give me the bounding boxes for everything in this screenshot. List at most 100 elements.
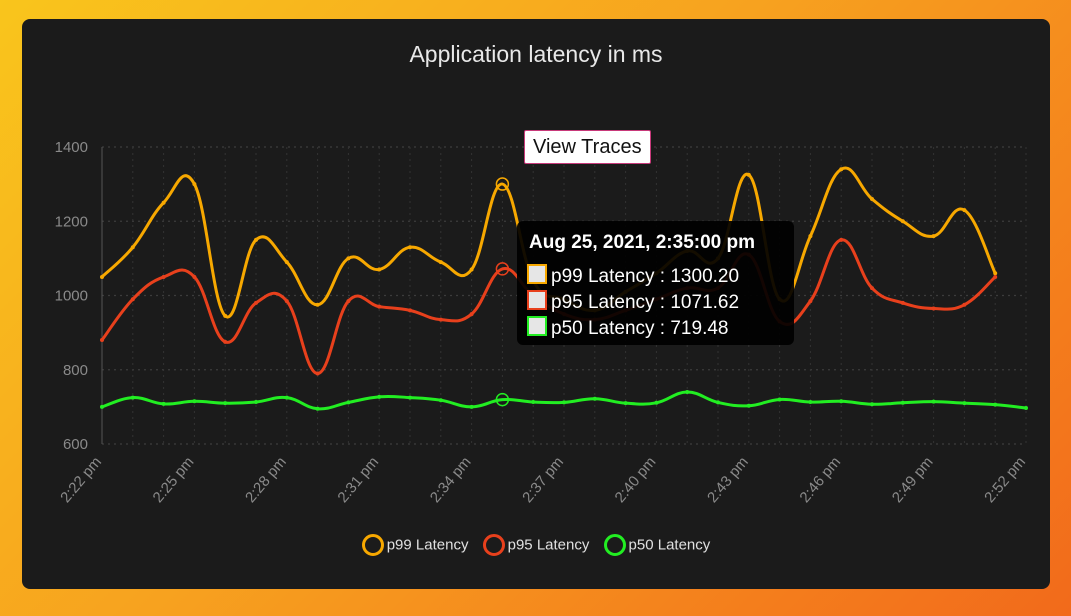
hover-point: [495, 177, 510, 191]
data-point: [870, 286, 874, 291]
data-point: [469, 404, 474, 409]
x-tick-label: 2:43 pm: [704, 454, 752, 506]
data-point: [223, 401, 228, 406]
data-point: [1024, 405, 1028, 410]
tooltip-row-label: p99 Latency : 1300.20: [551, 266, 740, 287]
x-tick-label: 2:28 pm: [242, 454, 290, 506]
view-traces-button[interactable]: View Traces: [524, 130, 651, 164]
y-tick-label: 1000: [55, 288, 88, 305]
data-point: [962, 401, 967, 406]
data-point: [192, 274, 197, 279]
y-tick-label: 600: [63, 436, 88, 453]
data-point: [223, 313, 228, 318]
data-point: [839, 237, 844, 242]
data-point: [808, 234, 813, 239]
data-point: [962, 208, 967, 213]
legend-label: p99 Latency: [386, 536, 469, 554]
legend-item-p95[interactable]: p95 Latency: [482, 534, 589, 556]
data-point: [438, 260, 443, 265]
data-point: [100, 274, 104, 279]
p95-swatch: [527, 290, 547, 310]
data-point: [284, 395, 289, 400]
y-tick-label: 1200: [55, 213, 88, 230]
hover-point: [495, 392, 510, 407]
data-point: [469, 312, 474, 317]
data-point: [993, 274, 998, 279]
data-point: [808, 400, 813, 405]
data-point: [777, 397, 782, 402]
data-point: [931, 306, 936, 311]
legend-item-p99[interactable]: p99 Latency: [361, 534, 469, 556]
legend-circle-icon: [361, 534, 384, 556]
hover-point: [495, 262, 510, 276]
data-point: [685, 390, 690, 395]
data-point: [839, 399, 844, 404]
x-tick-label: 2:25 pm: [150, 454, 198, 506]
x-tick-label: 2:37 pm: [519, 454, 567, 506]
data-point: [130, 245, 135, 250]
x-tick-label: 2:22 pm: [57, 454, 105, 506]
data-point: [315, 302, 320, 307]
data-point: [161, 274, 166, 279]
tooltip-row-p99: p99 Latency : 1300.20: [527, 264, 739, 288]
y-tick-label: 800: [63, 362, 88, 379]
x-tick-label: 2:40 pm: [612, 454, 660, 506]
data-point: [931, 399, 936, 404]
data-point: [254, 237, 258, 242]
data-point: [408, 308, 412, 313]
data-point: [408, 395, 412, 400]
data-point: [223, 339, 228, 344]
data-point: [377, 394, 382, 399]
data-point: [870, 402, 874, 407]
p99-swatch: [527, 264, 547, 284]
data-point: [346, 256, 351, 261]
chart-title: Application latency in ms: [409, 41, 663, 67]
data-point: [100, 404, 104, 409]
data-point: [870, 196, 874, 201]
tooltip: Aug 25, 2021, 2:35:00 pm p99 Latency : 1…: [517, 221, 794, 345]
x-tick-label: 2:52 pm: [981, 454, 1029, 506]
data-point: [900, 300, 905, 305]
data-point: [654, 400, 659, 405]
tooltip-row-label: p95 Latency : 1071.62: [551, 292, 740, 313]
data-point: [993, 271, 998, 276]
data-point: [716, 400, 720, 405]
tooltip-title: Aug 25, 2021, 2:35:00 pm: [529, 232, 755, 253]
data-point: [962, 302, 967, 307]
data-point: [161, 401, 166, 406]
data-point: [808, 299, 813, 304]
data-point: [746, 172, 751, 177]
x-tick-label: 2:46 pm: [796, 454, 844, 506]
data-point: [377, 304, 382, 309]
data-point: [284, 299, 289, 304]
data-point: [531, 400, 536, 405]
data-point: [839, 167, 844, 172]
data-point: [346, 299, 351, 304]
data-point: [315, 406, 320, 411]
data-point: [315, 371, 320, 376]
data-point: [254, 300, 258, 305]
x-tick-label: 2:31 pm: [334, 454, 382, 506]
tooltip-row-label: p50 Latency : 719.48: [551, 318, 729, 339]
data-point: [900, 219, 905, 224]
legend-item-p50[interactable]: p50 Latency: [603, 534, 710, 556]
data-point: [900, 400, 905, 405]
data-point: [438, 398, 443, 403]
data-point: [592, 396, 597, 401]
legend: p99 Latency p95 Latency p50 Latency: [22, 534, 1050, 556]
chart-card: Application latency in ms 600 800 1000 1200…: [22, 19, 1050, 589]
data-point: [562, 400, 566, 405]
p50-swatch: [527, 316, 547, 336]
data-point: [130, 297, 135, 302]
data-point: [346, 400, 351, 405]
data-point: [377, 267, 382, 272]
tooltip-row-p50: p50 Latency : 719.48: [527, 316, 728, 340]
data-point: [130, 395, 135, 400]
data-point: [408, 245, 412, 250]
y-tick-label: 1400: [55, 139, 88, 156]
data-point: [993, 402, 998, 407]
legend-circle-icon: [603, 534, 626, 556]
data-point: [161, 200, 166, 205]
x-tick-label: 2:34 pm: [427, 454, 475, 506]
data-point: [192, 399, 197, 404]
